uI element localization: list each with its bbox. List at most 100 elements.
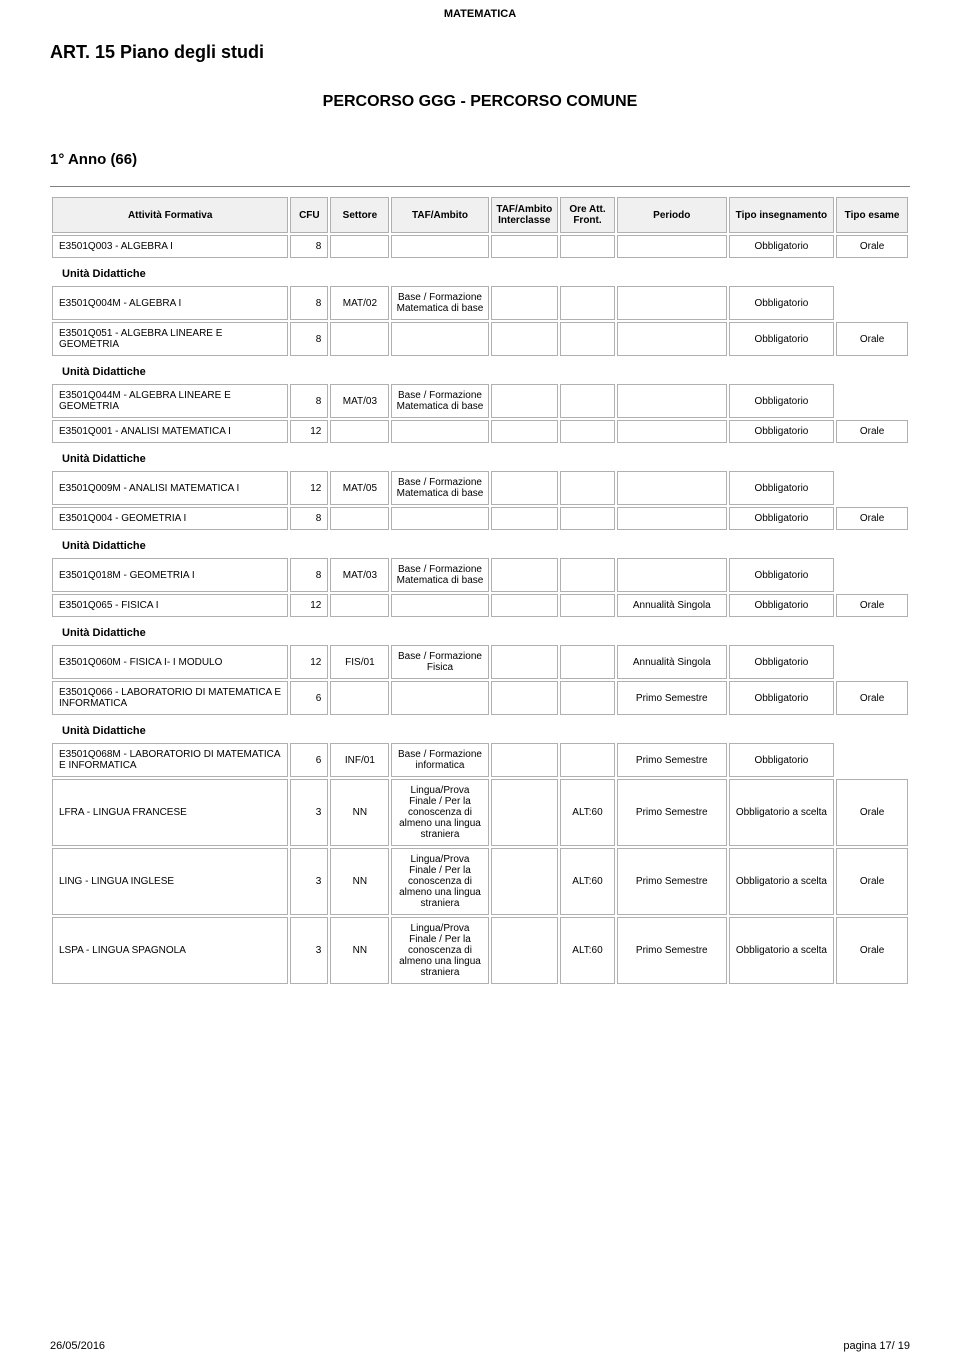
cell-empty — [560, 645, 615, 679]
cell-empty — [617, 507, 727, 530]
table-row: E3501Q044M - ALGEBRA LINEARE E GEOMETRIA… — [52, 384, 908, 418]
cell-cfu: 3 — [290, 848, 328, 915]
cell-name: E3501Q001 - ANALISI MATEMATICA I — [52, 420, 288, 443]
unit-label: Unità Didattiche — [52, 358, 908, 382]
cell-empty — [836, 558, 908, 592]
cell-empty — [491, 779, 559, 846]
cell-tipo: Obbligatorio — [729, 420, 835, 443]
cell-taf: Base / Formazione Matematica di base — [391, 286, 488, 320]
cell-esame: Orale — [836, 917, 908, 984]
cell-empty — [560, 322, 615, 356]
table-row: E3501Q060M - FISICA I- I MODULO 12 FIS/0… — [52, 645, 908, 679]
cell-cfu: 3 — [290, 779, 328, 846]
cell-name: E3501Q044M - ALGEBRA LINEARE E GEOMETRIA — [52, 384, 288, 418]
table-row: E3501Q068M - LABORATORIO DI MATEMATICA E… — [52, 743, 908, 777]
cell-tipo: Obbligatorio — [729, 558, 835, 592]
cell-tipo: Obbligatorio — [729, 322, 835, 356]
cell-name: E3501Q066 - LABORATORIO DI MATEMATICA E … — [52, 681, 288, 715]
cell-empty — [391, 420, 488, 443]
cell-taf: Lingua/Prova Finale / Per la conoscenza … — [391, 848, 488, 915]
table-row: LSPA - LINGUA SPAGNOLA 3 NN Lingua/Prova… — [52, 917, 908, 984]
cell-taf: Lingua/Prova Finale / Per la conoscenza … — [391, 917, 488, 984]
cell-taf: Base / Formazione Fisica — [391, 645, 488, 679]
study-plan-table: Attività Formativa CFU Settore TAF/Ambit… — [50, 195, 910, 986]
table-row: E3501Q066 - LABORATORIO DI MATEMATICA E … — [52, 681, 908, 715]
separator-line — [50, 186, 910, 187]
cell-empty — [560, 235, 615, 258]
table-row: E3501Q018M - GEOMETRIA I 8 MAT/03 Base /… — [52, 558, 908, 592]
cell-empty — [491, 507, 559, 530]
cell-settore: MAT/05 — [330, 471, 389, 505]
unit-label: Unità Didattiche — [52, 619, 908, 643]
cell-settore: MAT/03 — [330, 384, 389, 418]
cell-empty — [560, 558, 615, 592]
cell-tipo: Obbligatorio — [729, 743, 835, 777]
col-tafinter: TAF/Ambito Interclasse — [491, 197, 559, 233]
percorso-title: PERCORSO GGG - PERCORSO COMUNE — [50, 93, 910, 111]
cell-empty — [491, 917, 559, 984]
cell-empty — [391, 681, 488, 715]
table-row: E3501Q065 - FISICA I 12 Annualità Singol… — [52, 594, 908, 617]
cell-periodo: Primo Semestre — [617, 681, 727, 715]
cell-name: LSPA - LINGUA SPAGNOLA — [52, 917, 288, 984]
table-body: E3501Q003 - ALGEBRA I 8 Obbligatorio Ora… — [52, 235, 908, 984]
cell-empty — [617, 322, 727, 356]
cell-settore: NN — [330, 848, 389, 915]
cell-esame: Orale — [836, 681, 908, 715]
cell-empty — [491, 558, 559, 592]
cell-empty — [491, 384, 559, 418]
cell-empty — [836, 286, 908, 320]
unit-label: Unità Didattiche — [52, 532, 908, 556]
cell-empty — [391, 235, 488, 258]
cell-empty — [617, 286, 727, 320]
cell-empty — [560, 286, 615, 320]
cell-cfu: 12 — [290, 471, 328, 505]
unit-row: Unità Didattiche — [52, 445, 908, 469]
cell-ore: ALT:60 — [560, 917, 615, 984]
table-row: E3501Q009M - ANALISI MATEMATICA I 12 MAT… — [52, 471, 908, 505]
cell-cfu: 12 — [290, 594, 328, 617]
page: MATEMATICA ART. 15 Piano degli studi PER… — [0, 0, 960, 1364]
cell-settore: NN — [330, 779, 389, 846]
unit-row: Unità Didattiche — [52, 717, 908, 741]
cell-empty — [491, 420, 559, 443]
cell-name: E3501Q051 - ALGEBRA LINEARE E GEOMETRIA — [52, 322, 288, 356]
table-row: E3501Q004 - GEOMETRIA I 8 Obbligatorio O… — [52, 507, 908, 530]
cell-tipo: Obbligatorio — [729, 235, 835, 258]
cell-name: E3501Q065 - FISICA I — [52, 594, 288, 617]
table-row: E3501Q001 - ANALISI MATEMATICA I 12 Obbl… — [52, 420, 908, 443]
footer-date: 26/05/2016 — [50, 1340, 105, 1352]
unit-row: Unità Didattiche — [52, 358, 908, 382]
cell-tipo: Obbligatorio — [729, 594, 835, 617]
cell-empty — [560, 507, 615, 530]
cell-empty — [491, 594, 559, 617]
cell-esame: Orale — [836, 779, 908, 846]
cell-periodo: Primo Semestre — [617, 743, 727, 777]
cell-cfu: 6 — [290, 681, 328, 715]
cell-settore: INF/01 — [330, 743, 389, 777]
cell-esame: Orale — [836, 594, 908, 617]
cell-name: E3501Q018M - GEOMETRIA I — [52, 558, 288, 592]
cell-empty — [330, 235, 389, 258]
cell-empty — [491, 322, 559, 356]
cell-empty — [491, 645, 559, 679]
cell-esame: Orale — [836, 322, 908, 356]
cell-periodo: Primo Semestre — [617, 779, 727, 846]
cell-empty — [617, 235, 727, 258]
cell-tipo: Obbligatorio — [729, 645, 835, 679]
col-oreatt: Ore Att. Front. — [560, 197, 615, 233]
cell-empty — [491, 235, 559, 258]
cell-empty — [330, 507, 389, 530]
unit-row: Unità Didattiche — [52, 260, 908, 284]
art-title: ART. 15 Piano degli studi — [50, 42, 910, 63]
unit-label: Unità Didattiche — [52, 260, 908, 284]
cell-taf: Base / Formazione Matematica di base — [391, 558, 488, 592]
cell-empty — [617, 384, 727, 418]
cell-cfu: 8 — [290, 384, 328, 418]
cell-empty — [391, 322, 488, 356]
cell-empty — [836, 645, 908, 679]
cell-esame: Orale — [836, 235, 908, 258]
cell-empty — [560, 743, 615, 777]
cell-esame: Orale — [836, 848, 908, 915]
table-row: E3501Q004M - ALGEBRA I 8 MAT/02 Base / F… — [52, 286, 908, 320]
